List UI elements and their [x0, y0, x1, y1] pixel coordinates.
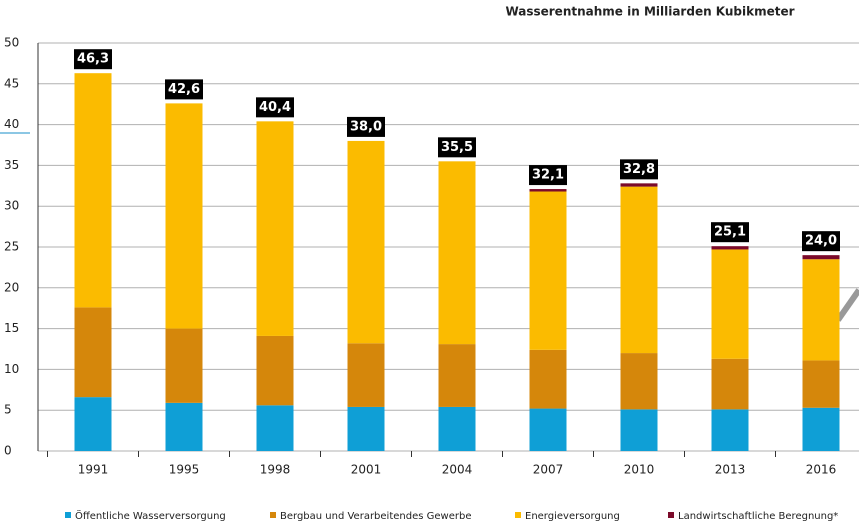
- legend-label: Landwirtschaftliche Beregnung*: [678, 511, 838, 522]
- y-tick-label: 0: [4, 444, 12, 458]
- bar-segment: [256, 335, 294, 406]
- bar-segment: [529, 349, 567, 409]
- bar-segment: [256, 121, 294, 336]
- total-box: [438, 137, 476, 158]
- bar-segment: [438, 161, 476, 345]
- bar-segment: [347, 343, 385, 407]
- total-label: 32,8: [623, 162, 655, 177]
- legend-swatch: [515, 512, 521, 518]
- decoration: [835, 288, 859, 322]
- total-box: [347, 116, 385, 137]
- total-box: [711, 222, 749, 243]
- bar-segment: [529, 189, 567, 192]
- bar-segment: [74, 307, 112, 398]
- x-tick-label: 1991: [78, 463, 109, 477]
- total-box: [529, 165, 567, 186]
- x-tick-label: 2001: [351, 463, 382, 477]
- bar-segment: [711, 249, 749, 359]
- y-tick-label: 10: [4, 362, 19, 376]
- y-tick-label: 45: [4, 76, 19, 90]
- bar-segment: [802, 360, 840, 408]
- y-tick-label: 20: [4, 280, 19, 294]
- total-label: 38,0: [350, 119, 382, 134]
- bar-segment: [802, 255, 840, 260]
- y-tick-label: 15: [4, 321, 19, 335]
- bar-segment: [74, 397, 112, 451]
- total-box: [802, 231, 840, 252]
- bar-segment: [620, 183, 658, 187]
- bar-segment: [74, 73, 112, 308]
- bar-segment: [165, 328, 203, 403]
- bar-segment: [165, 402, 203, 451]
- total-box: [620, 159, 658, 180]
- x-tick-label: 2007: [533, 463, 564, 477]
- x-tick-label: 2004: [442, 463, 473, 477]
- bar-segment: [802, 407, 840, 451]
- total-box: [256, 97, 294, 118]
- bar-segment: [529, 191, 567, 350]
- bar-segment: [711, 409, 749, 451]
- legend-swatch: [65, 512, 71, 518]
- bar-segment: [347, 140, 385, 344]
- x-tick-label: 2010: [624, 463, 655, 477]
- y-tick-label: 50: [4, 36, 19, 50]
- bar-segment: [802, 259, 840, 361]
- total-label: 35,5: [441, 140, 473, 155]
- x-tick-label: 2016: [806, 463, 837, 477]
- y-tick-label: 40: [4, 117, 19, 131]
- legend-swatch: [270, 512, 276, 518]
- bar-segment: [256, 405, 294, 451]
- x-tick-label: 2013: [715, 463, 746, 477]
- total-label: 46,3: [77, 52, 109, 67]
- chart-title: Wasserentnahme in Milliarden Kubikmeter: [505, 5, 794, 19]
- total-box: [165, 79, 203, 100]
- y-tick-label: 25: [4, 240, 19, 254]
- y-tick-label: 30: [4, 199, 19, 213]
- bar-segment: [347, 406, 385, 451]
- legend-swatch: [668, 512, 674, 518]
- legend-label: Energieversorgung: [525, 511, 620, 522]
- bar-segment: [711, 246, 749, 250]
- bar-segment: [165, 103, 203, 329]
- bar-segment: [438, 344, 476, 407]
- x-tick-label: 1998: [260, 463, 291, 477]
- y-tick-label: 35: [4, 158, 19, 172]
- bar-segment: [620, 186, 658, 354]
- total-label: 40,4: [259, 100, 291, 115]
- total-label: 25,1: [714, 225, 746, 240]
- total-box: [74, 49, 112, 70]
- legend-label: Bergbau und Verarbeitendes Gewerbe: [280, 511, 471, 522]
- bar-segment: [620, 353, 658, 410]
- bar-segment: [438, 406, 476, 451]
- bar-segment: [711, 358, 749, 410]
- total-label: 32,1: [532, 168, 564, 183]
- total-label: 24,0: [805, 234, 837, 249]
- bar-segment: [620, 409, 658, 451]
- y-tick-label: 5: [4, 403, 12, 417]
- bar-segment: [529, 408, 567, 451]
- legend-label: Öffentliche Wasserversorgung: [75, 509, 226, 522]
- x-tick-label: 1995: [169, 463, 200, 477]
- total-label: 42,6: [168, 82, 200, 97]
